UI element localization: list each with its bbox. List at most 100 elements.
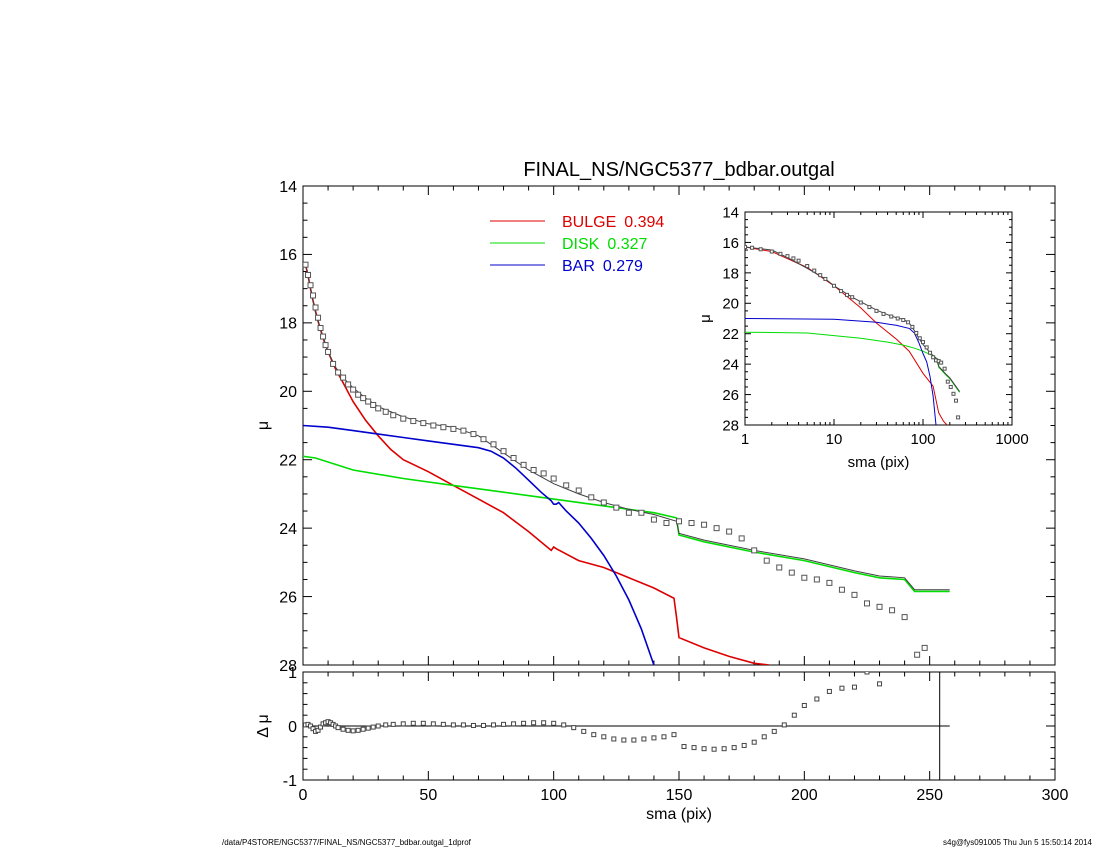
data-point [711,746,717,752]
x-tick-label: 250 [916,787,943,804]
x-axis-label: sma (pix) [646,806,712,823]
data-point [551,720,557,726]
data-point [320,333,327,340]
data-point [839,289,844,294]
data-point [501,721,507,727]
data-point [788,569,795,576]
data-point [575,487,582,494]
data-point [530,466,537,473]
data-point [450,425,457,432]
data-point [910,324,915,329]
data-point [315,314,322,321]
data-point [881,311,886,316]
data-point [625,509,632,516]
data-point [651,735,657,741]
data-point [440,424,447,431]
data-point [303,261,309,268]
data-point [340,726,346,732]
data-point [731,745,737,751]
data-point [661,734,667,740]
y-tick-label: 24 [279,521,297,538]
data-point [345,381,352,388]
data-point [901,318,906,323]
data-point [330,360,337,367]
y-tick-label: 26 [722,387,739,404]
data-point [805,264,810,269]
residual-y-axis: -1 0 1 Δ μ [255,665,1055,790]
y-axis-label: μ [255,421,272,430]
series-line [303,455,950,593]
data-point [611,736,617,742]
data-point [876,603,883,610]
y-tick-label: 22 [722,326,739,343]
data-point [761,734,767,740]
data-point [550,475,557,482]
data-point [826,688,832,694]
data-point [956,415,961,420]
data-point [838,586,845,593]
y-tick-label: 14 [722,204,739,221]
data-point [375,723,381,729]
data-point [325,348,332,355]
data-point [601,734,607,740]
data-point [450,722,456,728]
data-point [750,245,755,250]
data-point [917,336,922,341]
data-point [490,441,497,448]
data-point [360,395,367,402]
data-point [945,379,950,384]
legend-label: BULGE [562,214,616,231]
series-data [303,261,928,658]
series-disk [303,455,950,593]
data-point [758,247,763,252]
y-tick-label: 24 [722,357,739,374]
data-point [901,614,908,621]
data-point [480,436,487,443]
data-point [521,720,527,726]
data-point [315,727,321,733]
data-point [382,408,389,415]
data-point [430,422,437,429]
data-point [440,721,446,727]
footer-file-path: /data/P4STORE/NGC5377/FINAL_NS/NGC5377_b… [222,838,471,847]
data-point [581,728,587,734]
x-axis-label: sma (pix) [848,454,910,471]
x-tick-label: 10 [826,431,843,448]
data-point [335,369,342,376]
data-point [726,528,733,535]
data-point [491,722,497,728]
data-point [350,386,357,393]
chart-title: FINAL_NS/NGC5377_bdbar.outgal [523,159,834,181]
main-panel: 14 16 18 20 22 24 26 28 μ BULGE 0.394 DISK 0.327 BAR 0… [255,179,1056,675]
data-point [410,720,416,726]
x-tick-label: 100 [540,787,567,804]
data-point [370,401,377,408]
x-tick-label: 50 [419,787,437,804]
data-point [340,374,347,381]
data-point [500,448,507,455]
data-point [561,722,567,728]
data-point [921,644,928,651]
inset-x-axis: 1 10 100 1000 sma (pix) [741,212,1029,471]
data-point [322,342,329,349]
x-tick-label: 0 [299,787,308,804]
data-point [676,518,682,525]
data-point [906,320,911,325]
data-point [924,345,929,350]
data-point [845,292,850,297]
y-tick-label: 20 [722,296,739,313]
data-point [420,720,426,726]
data-point [335,725,341,731]
data-point [942,366,947,371]
data-point [701,746,707,752]
inset-panel: 1 10 100 1000 sma (pix) 14 16 18 20 22 24 26 28 μ [697,204,1029,471]
series-line [305,264,950,591]
legend-value: 0.327 [607,236,647,253]
data-point [691,745,697,751]
y-tick-label: 18 [279,316,297,333]
series-bulge [304,264,770,665]
x-tick-label: 1000 [995,431,1028,448]
main-y-axis: 14 16 18 20 22 24 26 28 μ [255,179,1055,675]
data-point [600,499,607,506]
